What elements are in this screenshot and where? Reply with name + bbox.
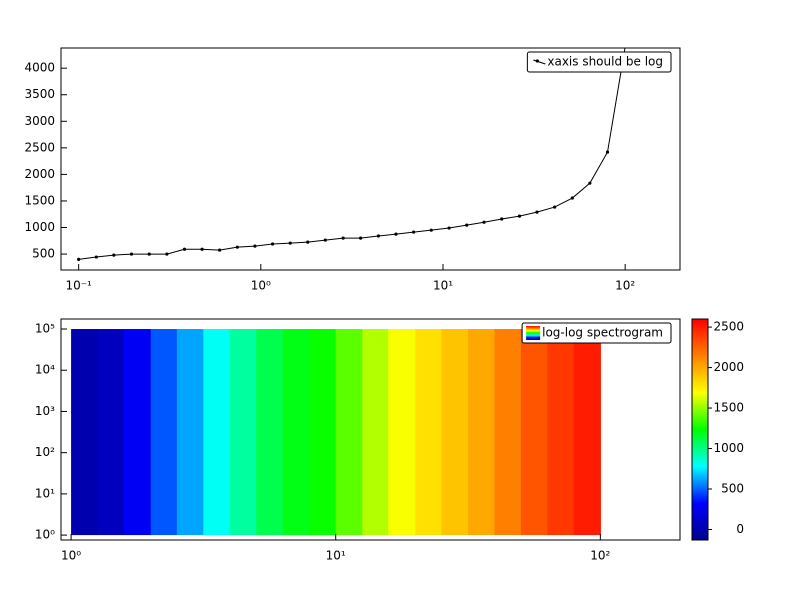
- heatmap-cell: [123, 329, 152, 536]
- y-tick-label: 3500: [24, 87, 55, 101]
- axes-frame: [60, 47, 681, 271]
- y-tick-label: 10⁰: [35, 528, 55, 542]
- legend: log-log spectrogram: [521, 322, 672, 344]
- y-tick-label: 500: [32, 247, 55, 261]
- data-point: [359, 236, 363, 240]
- data-point: [288, 241, 292, 245]
- data-point: [129, 252, 134, 256]
- colorbar-tick-label: 2000: [713, 360, 744, 374]
- y-tick-label: 10⁵: [35, 322, 55, 336]
- legend-icon: [526, 326, 541, 340]
- data-point: [412, 230, 416, 234]
- heatmap-cell: [467, 329, 496, 536]
- data-point: [270, 242, 275, 246]
- y-tick-label: 2500: [24, 140, 55, 154]
- heatmap-cell: [176, 329, 204, 536]
- data-line: [78, 48, 626, 260]
- legend-box: [521, 322, 672, 344]
- heatmap-cell: [547, 329, 575, 536]
- data-point: [517, 214, 522, 218]
- x-tick-label: 10²: [615, 279, 635, 293]
- colorbar-tick-label: 2500: [713, 320, 744, 334]
- y-tick-label: 3000: [24, 114, 55, 128]
- heatmap-cell: [362, 329, 389, 536]
- heatmap-cell: [97, 329, 125, 536]
- x-tick-label: 10⁰: [251, 279, 271, 293]
- y-tick-label: 10⁴: [35, 363, 55, 377]
- legend-label: xaxis should be log: [547, 55, 663, 69]
- data-point: [482, 220, 486, 224]
- data-point: [570, 196, 574, 200]
- legend-box: [526, 51, 672, 73]
- heatmap-cell: [256, 329, 284, 536]
- data-point: [500, 217, 504, 221]
- heatmap-cell: [520, 329, 549, 536]
- heatmap-cell: [335, 329, 363, 536]
- colorbar-tick-label: 0: [736, 522, 744, 536]
- x-tick-label: 10¹: [326, 549, 346, 563]
- data-point: [94, 255, 98, 259]
- x-tick-label: 10⁻¹: [65, 279, 92, 293]
- y-tick-label: 10²: [35, 445, 55, 459]
- y-tick-label: 4000: [24, 61, 55, 75]
- y-tick-label: 10¹: [35, 486, 55, 500]
- colorbar-tick-label: 1500: [713, 401, 744, 415]
- legend-line: [533, 59, 546, 65]
- data-point: [341, 236, 345, 240]
- data-point: [147, 252, 151, 256]
- x-tick-label: 10²: [590, 549, 610, 563]
- y-tick-label: 1500: [24, 193, 55, 207]
- data-point: [235, 245, 239, 249]
- x-tick-label: 10¹: [433, 279, 453, 293]
- heatmap-cell: [203, 329, 231, 536]
- y-tick-label: 1000: [24, 220, 55, 234]
- data-point: [165, 252, 169, 256]
- legend-label: log-log spectrogram: [542, 326, 663, 340]
- heatmap-cell: [150, 329, 178, 536]
- data-point: [218, 248, 222, 252]
- data-point: [465, 223, 469, 227]
- heatmap-cell: [229, 329, 257, 536]
- data-point: [447, 226, 451, 230]
- heatmap-cell: [282, 329, 310, 536]
- heatmap-cell: [415, 329, 443, 536]
- data-point: [77, 257, 81, 261]
- heatmap-cell: [309, 329, 337, 536]
- heatmap-cell: [71, 329, 99, 536]
- heatmap-cell: [388, 329, 416, 536]
- heatmap-cell: [494, 329, 522, 536]
- data-point: [376, 234, 380, 238]
- heatmap-cell: [441, 329, 469, 536]
- data-point: [553, 205, 557, 209]
- data-point: [394, 232, 398, 236]
- data-point: [182, 247, 187, 251]
- data-point: [253, 244, 257, 248]
- data-point: [112, 253, 116, 257]
- legend-marker: [535, 59, 539, 63]
- data-point: [323, 238, 327, 242]
- data-point: [429, 228, 433, 232]
- data-point: [306, 240, 310, 244]
- data-point: [535, 210, 539, 214]
- y-tick-label: 10³: [35, 404, 55, 418]
- colorbar: [691, 318, 709, 541]
- colorbar-tick-label: 500: [721, 482, 744, 496]
- data-point: [200, 247, 204, 251]
- axes-frame: [60, 318, 681, 541]
- colorbar-tick-label: 1000: [713, 441, 744, 455]
- data-point: [605, 150, 610, 154]
- x-tick-label: 10⁰: [61, 549, 81, 563]
- data-point: [588, 181, 592, 185]
- heatmap-cell: [573, 329, 601, 536]
- y-tick-label: 2000: [24, 167, 55, 181]
- legend: xaxis should be log: [526, 51, 672, 73]
